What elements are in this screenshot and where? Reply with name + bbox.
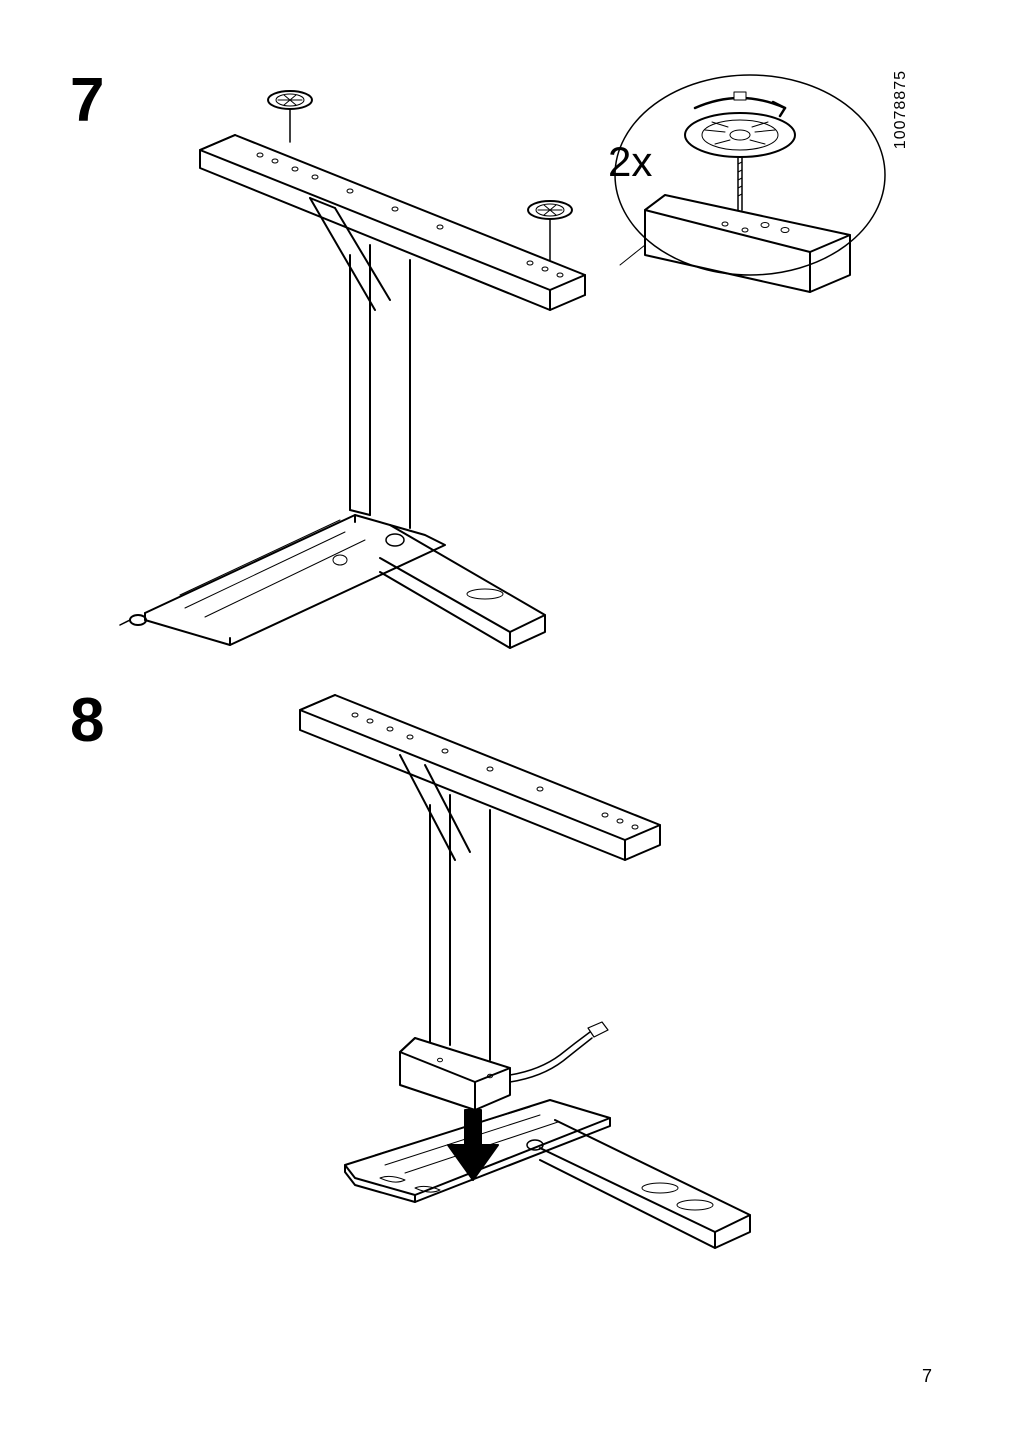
step-7-svg xyxy=(90,60,940,650)
step-8-svg xyxy=(240,670,840,1250)
step-8-illustration xyxy=(240,670,840,1250)
step-number-8: 8 xyxy=(70,685,104,756)
page-number: 7 xyxy=(922,1366,932,1387)
assembly-instruction-page: 7 8 10078875 2x 7 xyxy=(0,0,1012,1432)
step-7-illustration xyxy=(90,60,940,650)
